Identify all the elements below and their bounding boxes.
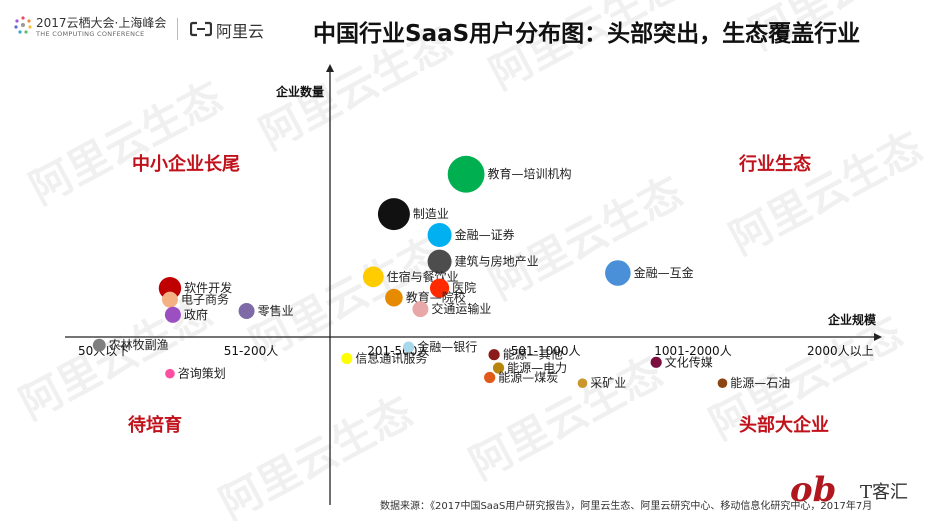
data-point — [412, 301, 429, 318]
data-point-label: 医院 — [452, 281, 476, 295]
quadrant-label-top-right: 行业生态 — [738, 153, 811, 175]
data-point-label: 能源—其他 — [503, 348, 563, 362]
data-point — [427, 223, 452, 247]
y-axis-arrow — [326, 64, 334, 72]
watermark-text: 阿里云生态 — [722, 122, 928, 264]
data-point-label: 软件开发 — [184, 280, 232, 295]
x-tick-label: 1001-2000人 — [654, 344, 731, 358]
x-tick-label: 51-200人 — [224, 344, 279, 358]
data-point — [605, 260, 631, 286]
data-point-label: 金融—互金 — [634, 265, 694, 280]
data-point-label: 政府 — [184, 307, 208, 322]
data-point-label: 能源—电力 — [507, 361, 567, 375]
data-point-label: 金融—银行 — [417, 339, 477, 354]
data-point — [717, 378, 728, 389]
watermark-text: 阿里云生态 — [22, 72, 230, 214]
x-tick-label: 50人以下 — [78, 344, 129, 358]
tkehui-logo-text: T客汇 — [860, 482, 909, 503]
event-title: 2017云栖大会·上海峰会 — [36, 16, 167, 30]
data-point-label: 咨询策划 — [178, 366, 226, 381]
x-tick-label: 2000人以上 — [807, 344, 874, 358]
data-point — [377, 198, 410, 231]
data-point-label: 能源—石油 — [730, 376, 790, 390]
page-title: 中国行业SaaS用户分布图：头部突出，生态覆盖行业 — [313, 21, 861, 47]
y-axis-label: 企业数量 — [275, 84, 324, 99]
data-point-label: 教育—培训机构 — [488, 166, 572, 181]
conference-dots-icon — [14, 16, 32, 34]
data-point — [488, 349, 500, 361]
data-point-label: 能源—煤炭 — [498, 371, 558, 385]
chart-axes — [65, 64, 882, 505]
x-axis-arrow — [874, 333, 882, 341]
event-subtitle: THE COMPUTING CONFERENCE — [36, 30, 145, 38]
tkehui-logo: ob T客汇 — [790, 470, 920, 515]
data-point-label: 制造业 — [413, 207, 449, 221]
data-point — [362, 266, 384, 288]
data-point — [484, 371, 496, 384]
aliyun-logo-icon — [190, 21, 212, 37]
data-point-label: 零售业 — [258, 303, 294, 318]
x-tick-label: 501-1000人 — [511, 344, 581, 358]
data-point-label: 金融—证券 — [455, 227, 515, 242]
data-point — [385, 288, 403, 307]
data-point — [429, 278, 450, 298]
watermark-text: 阿里云生态 — [482, 0, 690, 99]
data-point-label: 信息通讯服务 — [355, 351, 427, 366]
quadrant-label-bottom-right: 头部大企业 — [739, 414, 829, 436]
logo-divider — [177, 18, 178, 40]
data-point-label: 农林牧副渔 — [109, 338, 169, 352]
data-point — [238, 303, 255, 319]
data-point — [492, 362, 505, 374]
data-point — [165, 368, 175, 379]
data-point — [447, 155, 485, 193]
data-point-label: 教育—院校 — [406, 290, 466, 305]
data-point — [403, 341, 415, 353]
data-point — [92, 338, 106, 352]
source-note: 数据来源：《2017中国SaaS用户研究报告》，阿里云生态、阿里云研究中心、移动… — [380, 501, 873, 512]
brand-name: 阿里云 — [216, 22, 265, 41]
x-axis-label: 企业规模 — [827, 312, 877, 327]
tkehui-logo-script: ob — [790, 470, 837, 510]
data-point — [427, 249, 452, 274]
data-point — [650, 356, 662, 368]
quadrant-label-top-left: 中小企业长尾 — [132, 153, 240, 175]
watermark-text: 阿里云生态 — [742, 0, 928, 59]
data-point-label: 建筑与房地产业 — [455, 254, 539, 269]
data-point-label: 电子商务 — [181, 292, 229, 307]
data-point-label: 采矿业 — [590, 376, 626, 390]
data-point-label: 住宿与餐饮业 — [387, 269, 459, 284]
quadrant-label-bottom-left: 待培育 — [128, 414, 182, 436]
data-point — [164, 306, 181, 323]
data-point — [577, 378, 588, 389]
data-point-label: 交通运输业 — [431, 301, 491, 316]
data-point — [158, 277, 182, 300]
data-point — [341, 352, 353, 365]
data-point — [161, 291, 178, 308]
data-point-label: 文化传媒 — [665, 354, 713, 369]
